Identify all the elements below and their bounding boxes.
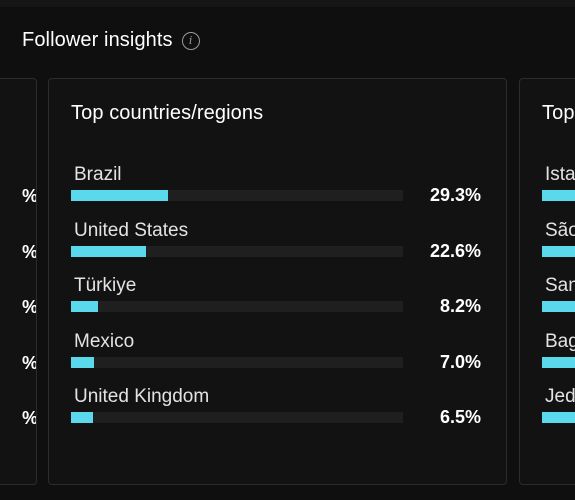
city-label: São bbox=[545, 220, 575, 241]
city-row: São bbox=[520, 220, 575, 268]
card-title: Top countries/regions bbox=[71, 102, 264, 124]
section-title: Follower insights bbox=[22, 29, 173, 51]
country-percentage: 22.6% bbox=[429, 241, 481, 261]
progress-fill bbox=[71, 357, 94, 368]
country-percentage: 8.2% bbox=[439, 296, 481, 316]
country-row: Brazil 29.3% bbox=[49, 164, 506, 212]
left-row-pct: % bbox=[21, 408, 37, 428]
progress-track bbox=[71, 412, 403, 423]
progress-fill bbox=[542, 246, 575, 257]
top-cities-card: Top Ista São San Bag Jed bbox=[519, 78, 575, 485]
city-row: Jed bbox=[520, 386, 575, 434]
progress-track bbox=[71, 357, 403, 368]
progress-track bbox=[71, 301, 403, 312]
country-label: Brazil bbox=[74, 164, 122, 185]
city-label: San bbox=[545, 275, 575, 296]
country-label: Türkiye bbox=[74, 275, 137, 296]
country-row: United Kingdom 6.5% bbox=[49, 386, 506, 434]
country-label: United Kingdom bbox=[74, 386, 210, 407]
progress-fill bbox=[71, 301, 98, 312]
city-label: Jed bbox=[545, 386, 575, 407]
top-countries-card: Top countries/regions Brazil 29.3% United … bbox=[48, 78, 507, 485]
country-row: United States 22.6% bbox=[49, 220, 506, 268]
progress-fill bbox=[542, 357, 575, 368]
left-insight-card: % % % % % bbox=[0, 78, 37, 485]
left-row-pct: % bbox=[21, 297, 37, 317]
info-icon[interactable]: i bbox=[181, 31, 200, 50]
country-percentage: 29.3% bbox=[429, 185, 481, 205]
country-percentage: 6.5% bbox=[439, 407, 481, 427]
left-row-pct: % bbox=[21, 242, 37, 262]
progress-fill bbox=[542, 301, 575, 312]
city-row: San bbox=[520, 275, 575, 323]
section-header: Follower insights i bbox=[22, 29, 200, 52]
city-label: Ista bbox=[545, 164, 575, 185]
progress-fill bbox=[542, 190, 575, 201]
country-label: Mexico bbox=[74, 331, 135, 352]
progress-fill bbox=[71, 246, 146, 257]
city-label: Bag bbox=[545, 331, 575, 352]
progress-fill bbox=[71, 190, 168, 201]
city-row: Bag bbox=[520, 331, 575, 379]
country-row: Türkiye 8.2% bbox=[49, 275, 506, 323]
country-label: United States bbox=[74, 220, 189, 241]
city-row: Ista bbox=[520, 164, 575, 212]
left-row-pct: % bbox=[21, 186, 37, 206]
progress-track bbox=[71, 246, 403, 257]
top-bar bbox=[0, 0, 575, 7]
country-percentage: 7.0% bbox=[439, 352, 481, 372]
progress-track bbox=[71, 190, 403, 201]
card-title: Top bbox=[542, 102, 575, 124]
progress-fill bbox=[542, 412, 575, 423]
progress-fill bbox=[71, 412, 93, 423]
country-row: Mexico 7.0% bbox=[49, 331, 506, 379]
left-row-pct: % bbox=[21, 353, 37, 373]
